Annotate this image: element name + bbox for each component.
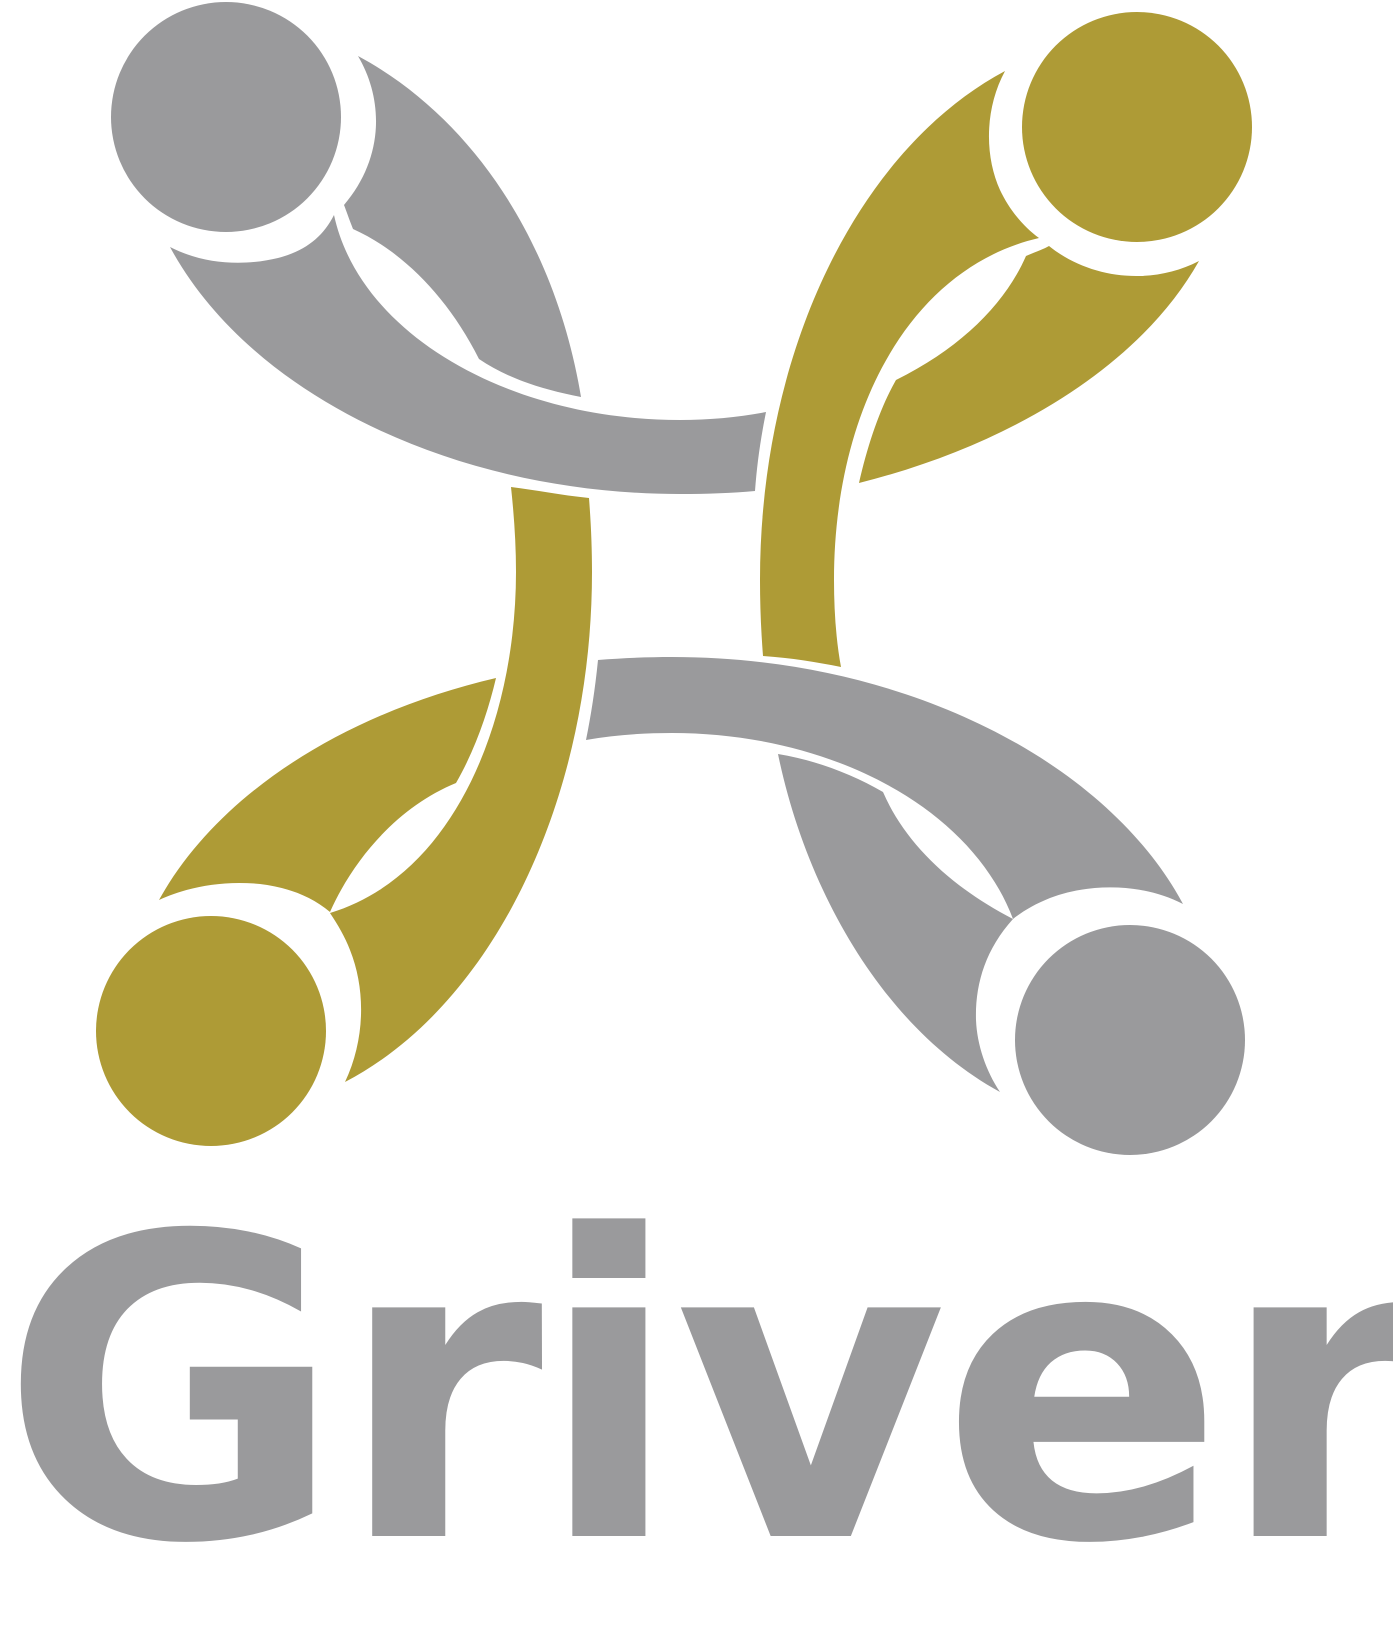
- brand-emblem-icon: [96, 2, 1252, 1155]
- gray-head-top-left: [111, 2, 341, 232]
- gold-figure-bottom-left: [96, 487, 592, 1146]
- gray-arm-upper-left: [344, 56, 581, 397]
- gold-band-right: [760, 71, 1039, 667]
- gold-arm-lower-left: [159, 678, 496, 912]
- gold-figure-top-right: [760, 12, 1252, 667]
- gray-arm-lower-right: [778, 754, 1013, 1092]
- gray-band-upper: [170, 215, 766, 494]
- gray-figure-top-left: [111, 2, 766, 494]
- gray-band-lower: [586, 657, 1183, 919]
- gold-band-left: [330, 487, 592, 1082]
- gray-head-bottom-right: [1015, 925, 1245, 1155]
- gold-head-top-right: [1022, 12, 1252, 242]
- gold-head-bottom-left: [96, 916, 326, 1146]
- brand-wordmark: Griver: [0, 1148, 1393, 1635]
- gold-arm-upper-right: [859, 246, 1199, 483]
- gray-figure-bottom-right: [586, 657, 1245, 1155]
